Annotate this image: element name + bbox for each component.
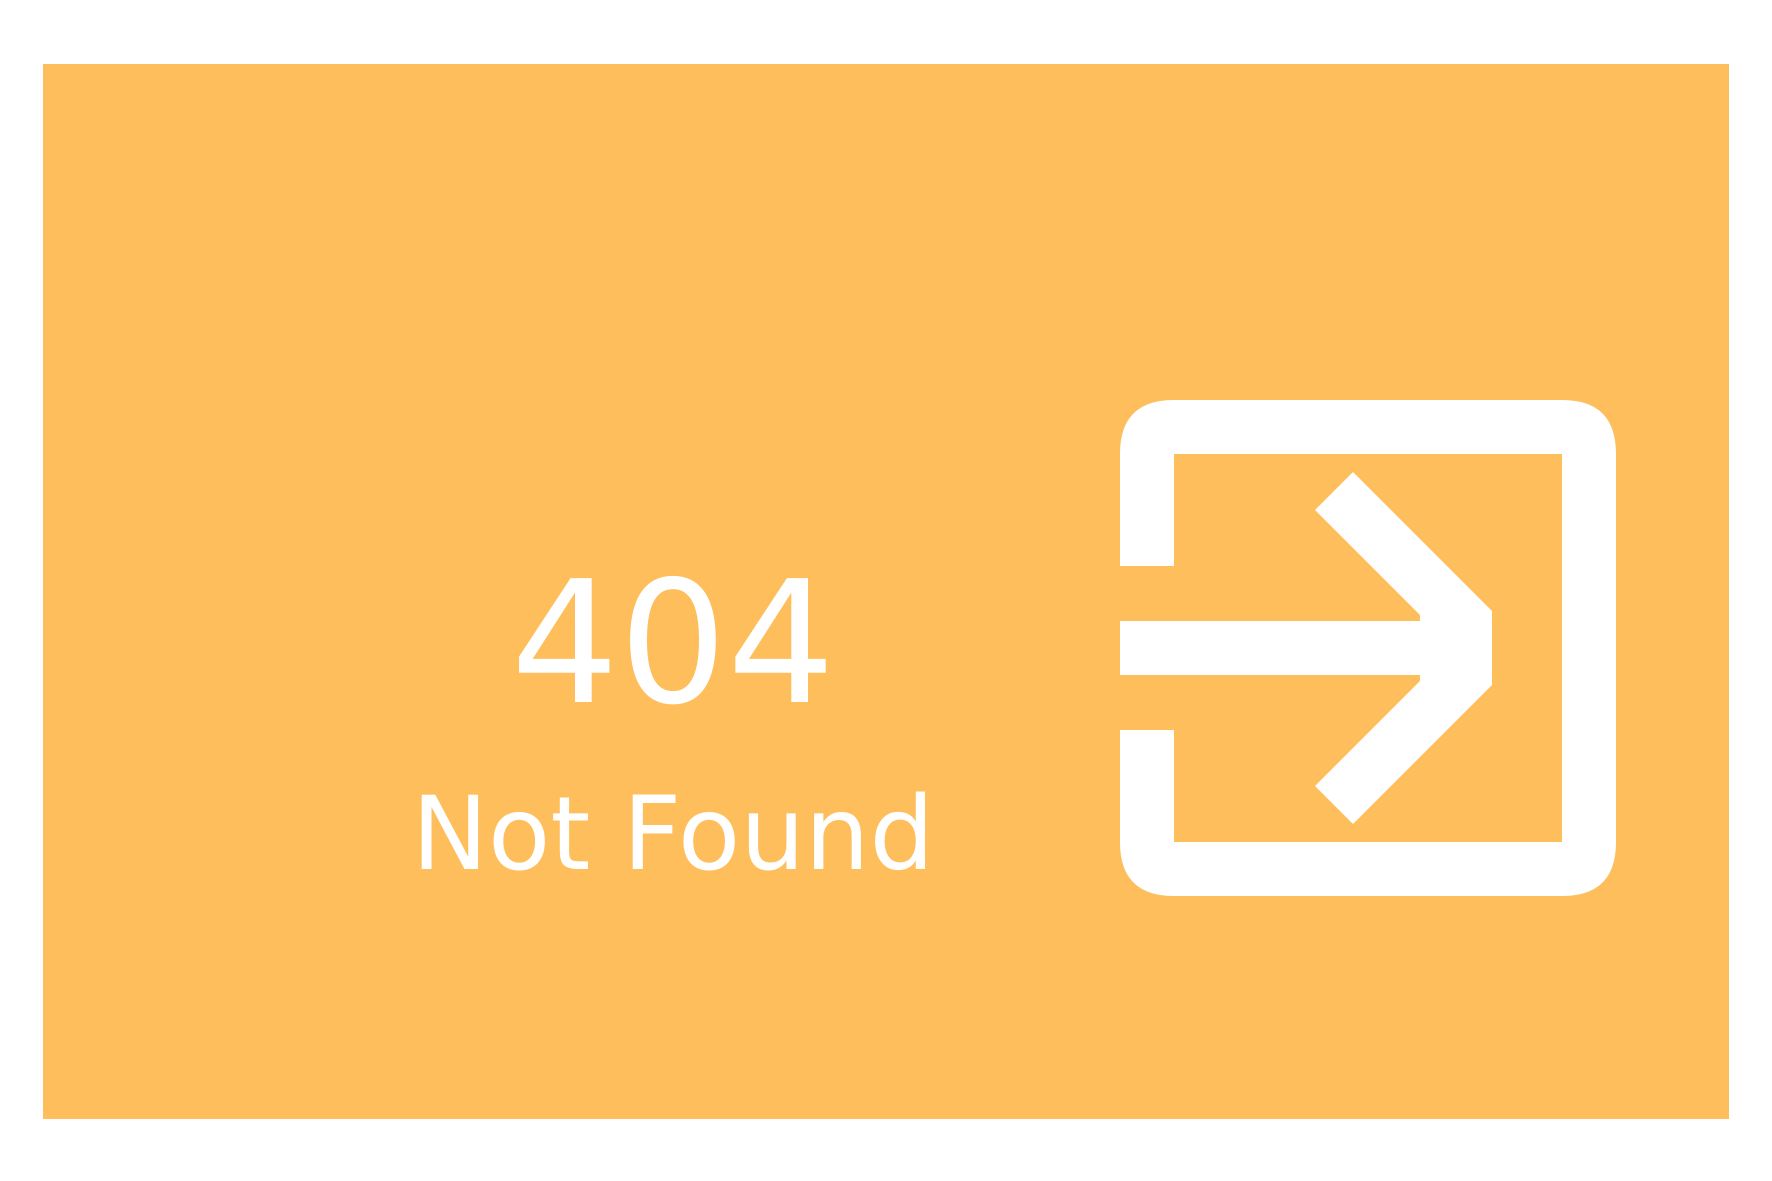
error-message: Not Found bbox=[411, 775, 935, 894]
login-icon-frame bbox=[1120, 400, 1616, 896]
error-block: 404 Not Found bbox=[363, 545, 983, 894]
error-code: 404 bbox=[510, 545, 836, 743]
login-icon bbox=[1120, 400, 1616, 896]
login-icon-arrow-shaft bbox=[1120, 621, 1430, 675]
login-icon-arrow-tip bbox=[1420, 610, 1492, 686]
